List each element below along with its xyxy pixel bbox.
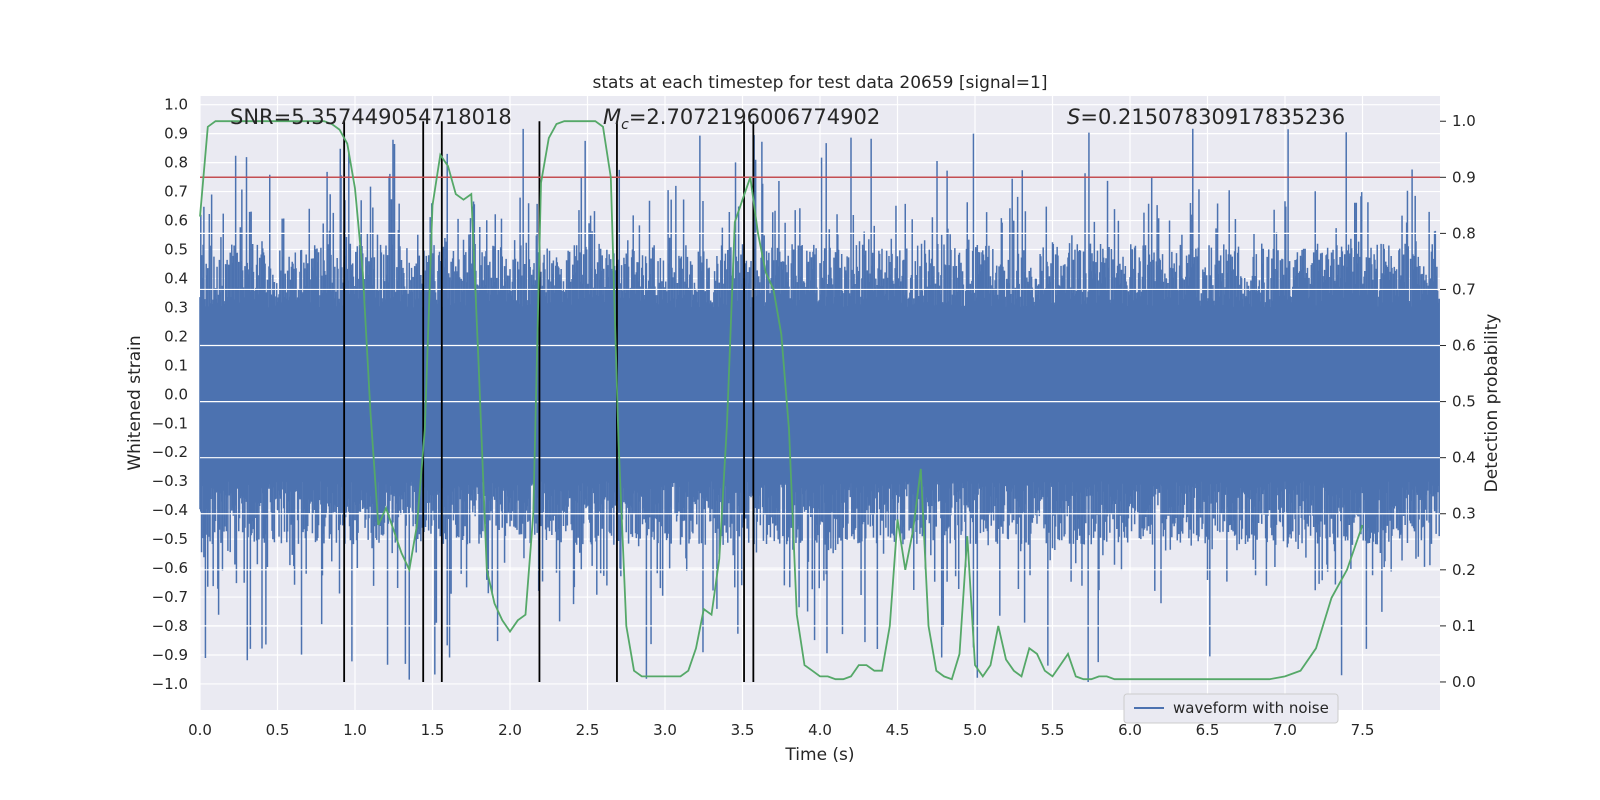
y-tick-label-left: −0.6	[152, 559, 188, 577]
x-tick-label: 3.5	[731, 721, 755, 739]
x-tick-label: 3.0	[653, 721, 677, 739]
chart-title: stats at each timestep for test data 206…	[593, 73, 1048, 93]
x-tick-label: 2.0	[498, 721, 522, 739]
s-value: =0.21507830917835236	[1080, 105, 1345, 129]
y-tick-label-left: −0.2	[152, 443, 188, 461]
y-tick-label-left: 0.5	[164, 241, 188, 259]
y-tick-label-left: −0.5	[152, 530, 188, 548]
y-tick-label-right: 0.7	[1452, 280, 1476, 298]
y-tick-label-right: 0.6	[1452, 337, 1476, 355]
y-tick-label-right: 0.1	[1452, 617, 1476, 635]
legend-box	[1123, 693, 1339, 724]
s-symbol: S	[1067, 105, 1080, 129]
y-tick-label-left: −0.8	[152, 617, 188, 635]
x-tick-label: 5.0	[963, 721, 987, 739]
y-tick-label-left: 0.8	[164, 154, 188, 172]
y-tick-label-right: 0.8	[1452, 224, 1476, 242]
y-tick-label-left: 0.2	[164, 327, 188, 345]
y-tick-label-left: −0.7	[152, 588, 188, 606]
x-tick-label: 2.5	[576, 721, 600, 739]
y-tick-label-left: 0.3	[164, 298, 188, 316]
y-tick-label-left: −0.4	[152, 501, 188, 519]
y-tick-label-right: 0.2	[1452, 561, 1476, 579]
x-axis-label: Time (s)	[784, 745, 854, 765]
x-tick-label: 1.0	[343, 721, 367, 739]
legend: waveform with noise	[1123, 693, 1339, 724]
y-axis-label-right: Detection probability	[1482, 314, 1502, 493]
x-tick-label: 7.5	[1351, 721, 1375, 739]
y-tick-label-right: 0.4	[1452, 449, 1476, 467]
s-annotation: S=0.21507830917835236	[1067, 105, 1345, 129]
y-tick-label-left: 1.0	[164, 96, 188, 114]
y-tick-label-left: 0.1	[164, 356, 188, 374]
waveform-with-noise-series	[199, 128, 1440, 682]
y-tick-label-left: 0.4	[164, 269, 188, 287]
mc-value: =2.7072196006774902	[629, 105, 880, 129]
x-tick-label: 1.5	[421, 721, 445, 739]
mc-annotation: Mc=2.7072196006774902	[603, 105, 880, 133]
y-tick-label-left: −0.1	[152, 414, 188, 432]
y-tick-label-left: 0.9	[164, 125, 188, 143]
y-tick-label-left: −1.0	[152, 675, 188, 693]
y-tick-label-left: 0.0	[164, 385, 188, 403]
mc-symbol: M	[603, 105, 621, 129]
mc-subscript: c	[621, 117, 629, 133]
x-tick-label: 4.0	[808, 721, 832, 739]
x-tick-label: 6.5	[1196, 721, 1220, 739]
y-tick-label-left: 0.7	[164, 183, 188, 201]
x-tick-label: 0.5	[266, 721, 290, 739]
snr-annotation: SNR=5.357449054718018	[230, 105, 512, 129]
x-tick-label: 0.0	[188, 721, 212, 739]
x-tick-label: 4.5	[886, 721, 910, 739]
detection-probability-series	[199, 120, 1364, 681]
x-tick-label: 6.0	[1118, 721, 1142, 739]
x-tick-label: 5.5	[1041, 721, 1065, 739]
y-tick-label-right: 0.5	[1452, 393, 1476, 411]
y-tick-label-left: −0.9	[152, 646, 188, 664]
y-tick-label-left: −0.3	[152, 472, 188, 490]
legend-label: waveform with noise	[1173, 699, 1329, 717]
y-tick-label-right: 0.9	[1452, 168, 1476, 186]
y-tick-label-right: 0.0	[1452, 673, 1476, 691]
y-axis-label-left: Whitened strain	[125, 335, 145, 470]
strain-trace	[199, 128, 1440, 682]
y-tick-label-left: 0.6	[164, 212, 188, 230]
y-tick-label-right: 1.0	[1452, 112, 1476, 130]
y-tick-label-right: 0.3	[1452, 505, 1476, 523]
x-tick-label: 7.0	[1273, 721, 1297, 739]
